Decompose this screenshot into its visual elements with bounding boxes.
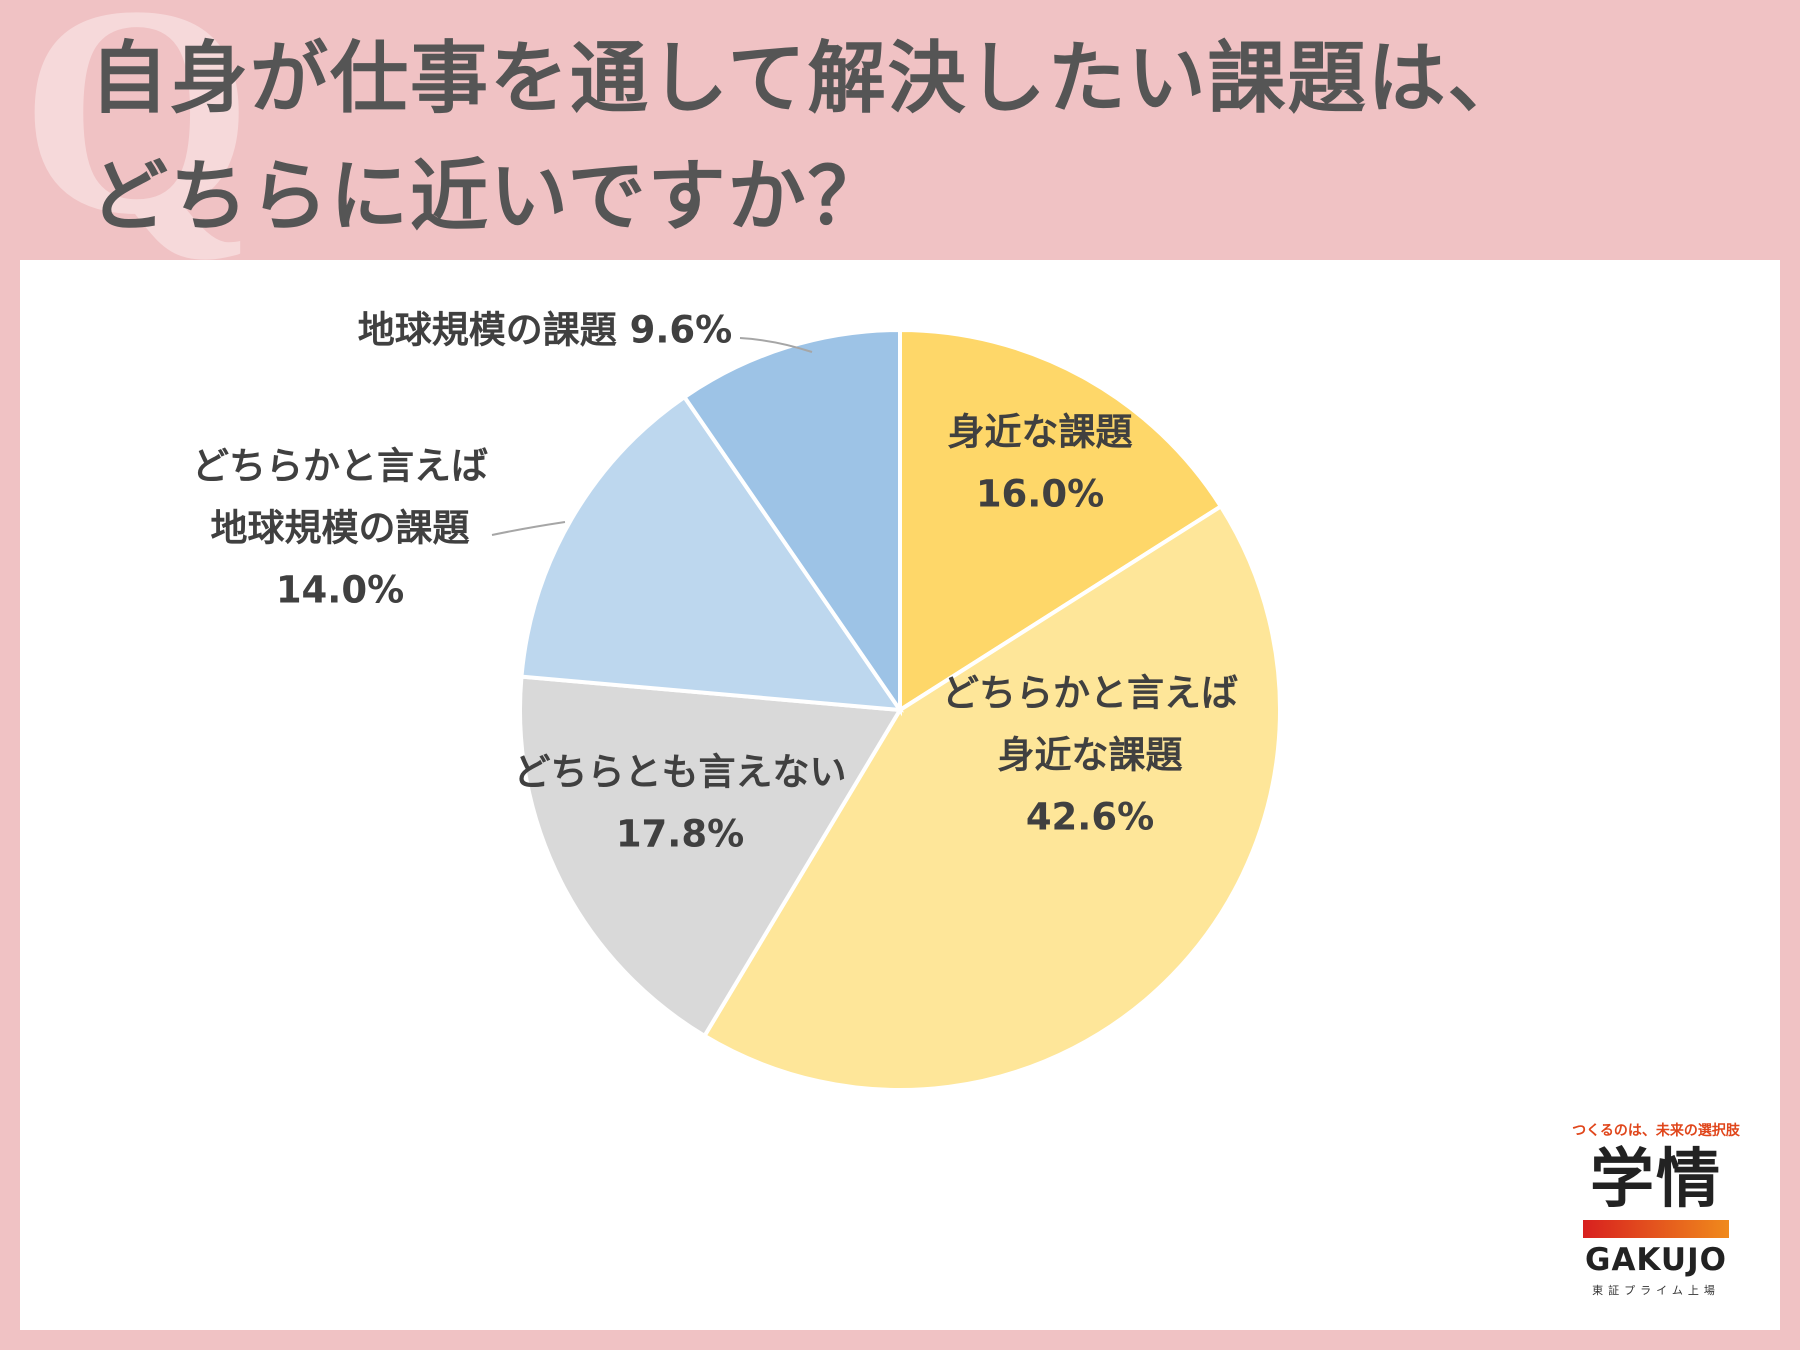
logo-listing: 東証プライム上場 xyxy=(1592,1284,1720,1297)
pie-slice-1 xyxy=(898,327,1224,714)
pie-slice-3 xyxy=(518,674,904,1039)
slice-3-category-label: どちらとも言えない xyxy=(514,751,847,794)
title-line-2: どちらに近いですか？ xyxy=(90,152,888,242)
slice-2-category-label: どちらかと言えば xyxy=(942,672,1238,715)
page-title: 自身が仕事を通して解決したい課題は、 どちらに近いですか？ xyxy=(90,20,1770,256)
logo-brand-jp: 学情 xyxy=(1590,1143,1722,1217)
pie-slice-4 xyxy=(519,394,905,713)
slice-2-category-label: 身近な課題 xyxy=(998,734,1183,777)
gakujo-logo: つくるのは、未来の選択肢 学情 GAKUJO 東証プライム上場 xyxy=(1558,1120,1754,1320)
slice-1-value-label: 16.0% xyxy=(976,473,1104,516)
logo-bar xyxy=(1583,1220,1729,1238)
pie-slice-2 xyxy=(701,503,1282,1092)
q-mark-decoration: Q xyxy=(20,0,254,276)
slice-4-value-label: 14.0% xyxy=(276,569,404,612)
logo-brand-en: GAKUJO xyxy=(1585,1242,1727,1278)
pie-slice-5 xyxy=(681,327,902,717)
slice-4-category-label: 地球規模の課題 xyxy=(211,507,470,550)
slice-2-value-label: 42.6% xyxy=(1026,796,1154,839)
slice-4-leader-line xyxy=(491,521,566,536)
slice-1-category-label: 身近な課題 xyxy=(948,411,1133,454)
logo-tagline: つくるのは、未来の選択肢 xyxy=(1572,1123,1740,1139)
slice-3-value-label: 17.8% xyxy=(616,813,744,856)
slice-5-leader-line xyxy=(739,337,813,353)
chart-panel: 身近な課題 16.0% どちらかと言えば 身近な課題 42.6% どちらとも言えない 17.… xyxy=(20,260,1780,1330)
pie-chart: 身近な課題16.0%どちらかと言えば身近な課題42.6%どちらとも言えない17.… xyxy=(192,309,1282,1092)
slice-4-category-label: どちらかと言えば xyxy=(192,445,488,488)
slice-5-label: 地球規模の課題 9.6% xyxy=(358,309,733,352)
title-line-1: 自身が仕事を通して解決したい課題は、 xyxy=(90,34,1528,124)
